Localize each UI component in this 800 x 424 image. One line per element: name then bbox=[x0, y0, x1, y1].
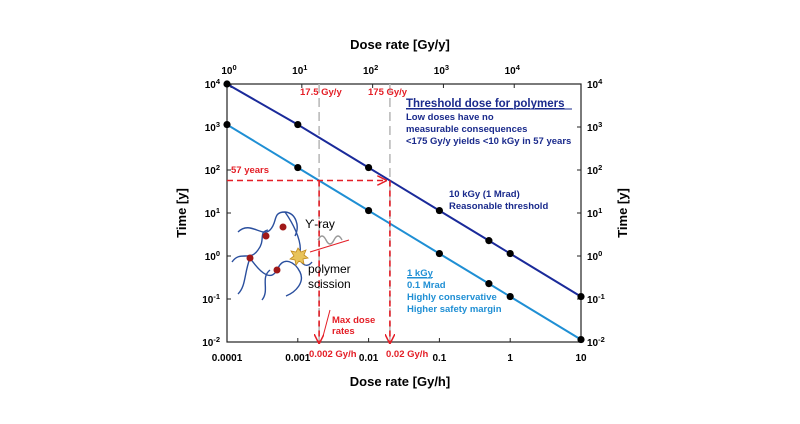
series-0-point-6 bbox=[577, 292, 585, 301]
burst-icon bbox=[289, 247, 309, 266]
top-tick-label-3: 103 bbox=[434, 63, 449, 77]
polymer-node-3 bbox=[246, 254, 254, 262]
axis-tick-marks bbox=[226, 83, 582, 343]
series1-label-2: Reasonable threshold bbox=[449, 201, 548, 212]
polymer-node-2 bbox=[262, 232, 270, 240]
right-tick-label-6: 10-2 bbox=[587, 335, 605, 349]
series-0-point-1 bbox=[294, 120, 302, 129]
gamma-wave-icon bbox=[317, 235, 343, 245]
bottom-tick-label-2: 0.01 bbox=[359, 353, 379, 364]
polymer-label: polymer bbox=[308, 262, 351, 276]
right-tick-label-2: 102 bbox=[587, 163, 602, 177]
left-tick-label-6: 10-2 bbox=[202, 335, 220, 349]
red-guide-arrows bbox=[227, 180, 390, 343]
series-1-point-2 bbox=[365, 206, 373, 215]
series2-line-3: Higher safety margin bbox=[407, 304, 502, 315]
series-1-point-5 bbox=[506, 292, 514, 301]
scission-label: scission bbox=[308, 277, 351, 291]
left-tick-label-5: 10-1 bbox=[202, 292, 220, 306]
top-tick-labels: 100 101 102 103 104 bbox=[221, 63, 520, 77]
series2-line-2: Highly conservative bbox=[407, 292, 497, 303]
top-tick-label-2: 102 bbox=[363, 63, 378, 77]
right-tick-label-4: 100 bbox=[587, 249, 602, 263]
bottom-tick-label-5: 10 bbox=[575, 353, 587, 364]
ray-arrow bbox=[309, 239, 350, 253]
left-axis-title: Time [y] bbox=[174, 188, 189, 238]
series-1-point-3 bbox=[435, 249, 443, 258]
left-tick-labels: 104 103 102 101 100 10-1 10-2 bbox=[202, 77, 221, 349]
bottom-tick-label-0: 0.0001 bbox=[212, 353, 243, 364]
max-dose-label-line1: Max dose bbox=[332, 315, 375, 326]
top-tick-label-0: 100 bbox=[221, 63, 236, 77]
series2-line-1: 0.1 Mrad bbox=[407, 280, 446, 291]
series1-label-1: 10 kGy (1 Mrad) bbox=[449, 189, 520, 200]
series-0-point-0 bbox=[223, 80, 231, 88]
bottom-tick-label-4: 1 bbox=[507, 353, 513, 364]
left-tick-label-2: 102 bbox=[205, 163, 220, 177]
rate-175-label: 175 Gy/y bbox=[368, 87, 408, 98]
polymer-node-4 bbox=[273, 266, 281, 274]
top-tick-label-4: 104 bbox=[505, 63, 521, 77]
right-axis-title: Time [y] bbox=[615, 188, 630, 238]
series-1-point-0 bbox=[223, 120, 231, 129]
top-tick-label-1: 101 bbox=[292, 63, 307, 77]
series-0-point-2 bbox=[365, 163, 373, 172]
rate-17-5-label: 17.5 Gy/y bbox=[300, 87, 342, 98]
series-0-point-3 bbox=[435, 206, 443, 215]
right-tick-label-1: 103 bbox=[587, 120, 602, 134]
bottom-tick-label-3: 0.1 bbox=[432, 353, 446, 364]
left-tick-label-1: 103 bbox=[205, 120, 220, 134]
threshold-line-2: measurable consequences bbox=[406, 124, 527, 135]
threshold-title: Threshold dose for polymers bbox=[406, 98, 564, 110]
years-57-label: 57 years bbox=[231, 165, 269, 176]
bottom-tick-label-1: 0.001 bbox=[285, 353, 310, 364]
max-dose-pointer bbox=[322, 309, 331, 337]
series-0-point-4 bbox=[485, 237, 493, 245]
bottom-axis-title: Dose rate [Gy/h] bbox=[350, 374, 450, 389]
bottom-tick-labels: 0.0001 0.001 0.01 0.1 1 10 bbox=[212, 353, 587, 364]
left-tick-label-3: 101 bbox=[205, 206, 220, 220]
right-tick-label-0: 104 bbox=[587, 77, 603, 91]
gray-vertical-guides bbox=[318, 84, 391, 342]
left-tick-label-4: 100 bbox=[205, 249, 220, 263]
right-tick-label-3: 101 bbox=[587, 206, 602, 220]
gyh-02-label: 0.02 Gy/h bbox=[386, 349, 428, 360]
left-tick-label-0: 104 bbox=[205, 77, 221, 91]
max-dose-label-line2: rates bbox=[332, 326, 355, 337]
series-line-1 bbox=[226, 123, 582, 341]
series-0-point-5 bbox=[506, 249, 514, 258]
threshold-line-3: <175 Gy/y yields <10 kGy in 57 years bbox=[406, 136, 571, 147]
series2-title: 1 kGy bbox=[407, 268, 434, 279]
right-tick-labels: 104 103 102 101 100 10-1 10-2 bbox=[587, 77, 605, 349]
series-1-point-1 bbox=[294, 163, 302, 172]
polymer-node-1 bbox=[279, 223, 287, 231]
top-axis-title: Dose rate [Gy/y] bbox=[350, 37, 450, 52]
series-1-point-4 bbox=[485, 280, 493, 288]
threshold-line-1: Low doses have no bbox=[406, 112, 494, 123]
gyh-002-label: 0.002 Gy/h bbox=[309, 349, 357, 360]
gamma-ray-label: ϒ-ray bbox=[305, 217, 335, 231]
right-tick-label-5: 10-1 bbox=[587, 292, 605, 306]
series-1-point-6 bbox=[577, 335, 585, 344]
data-points bbox=[223, 80, 585, 344]
